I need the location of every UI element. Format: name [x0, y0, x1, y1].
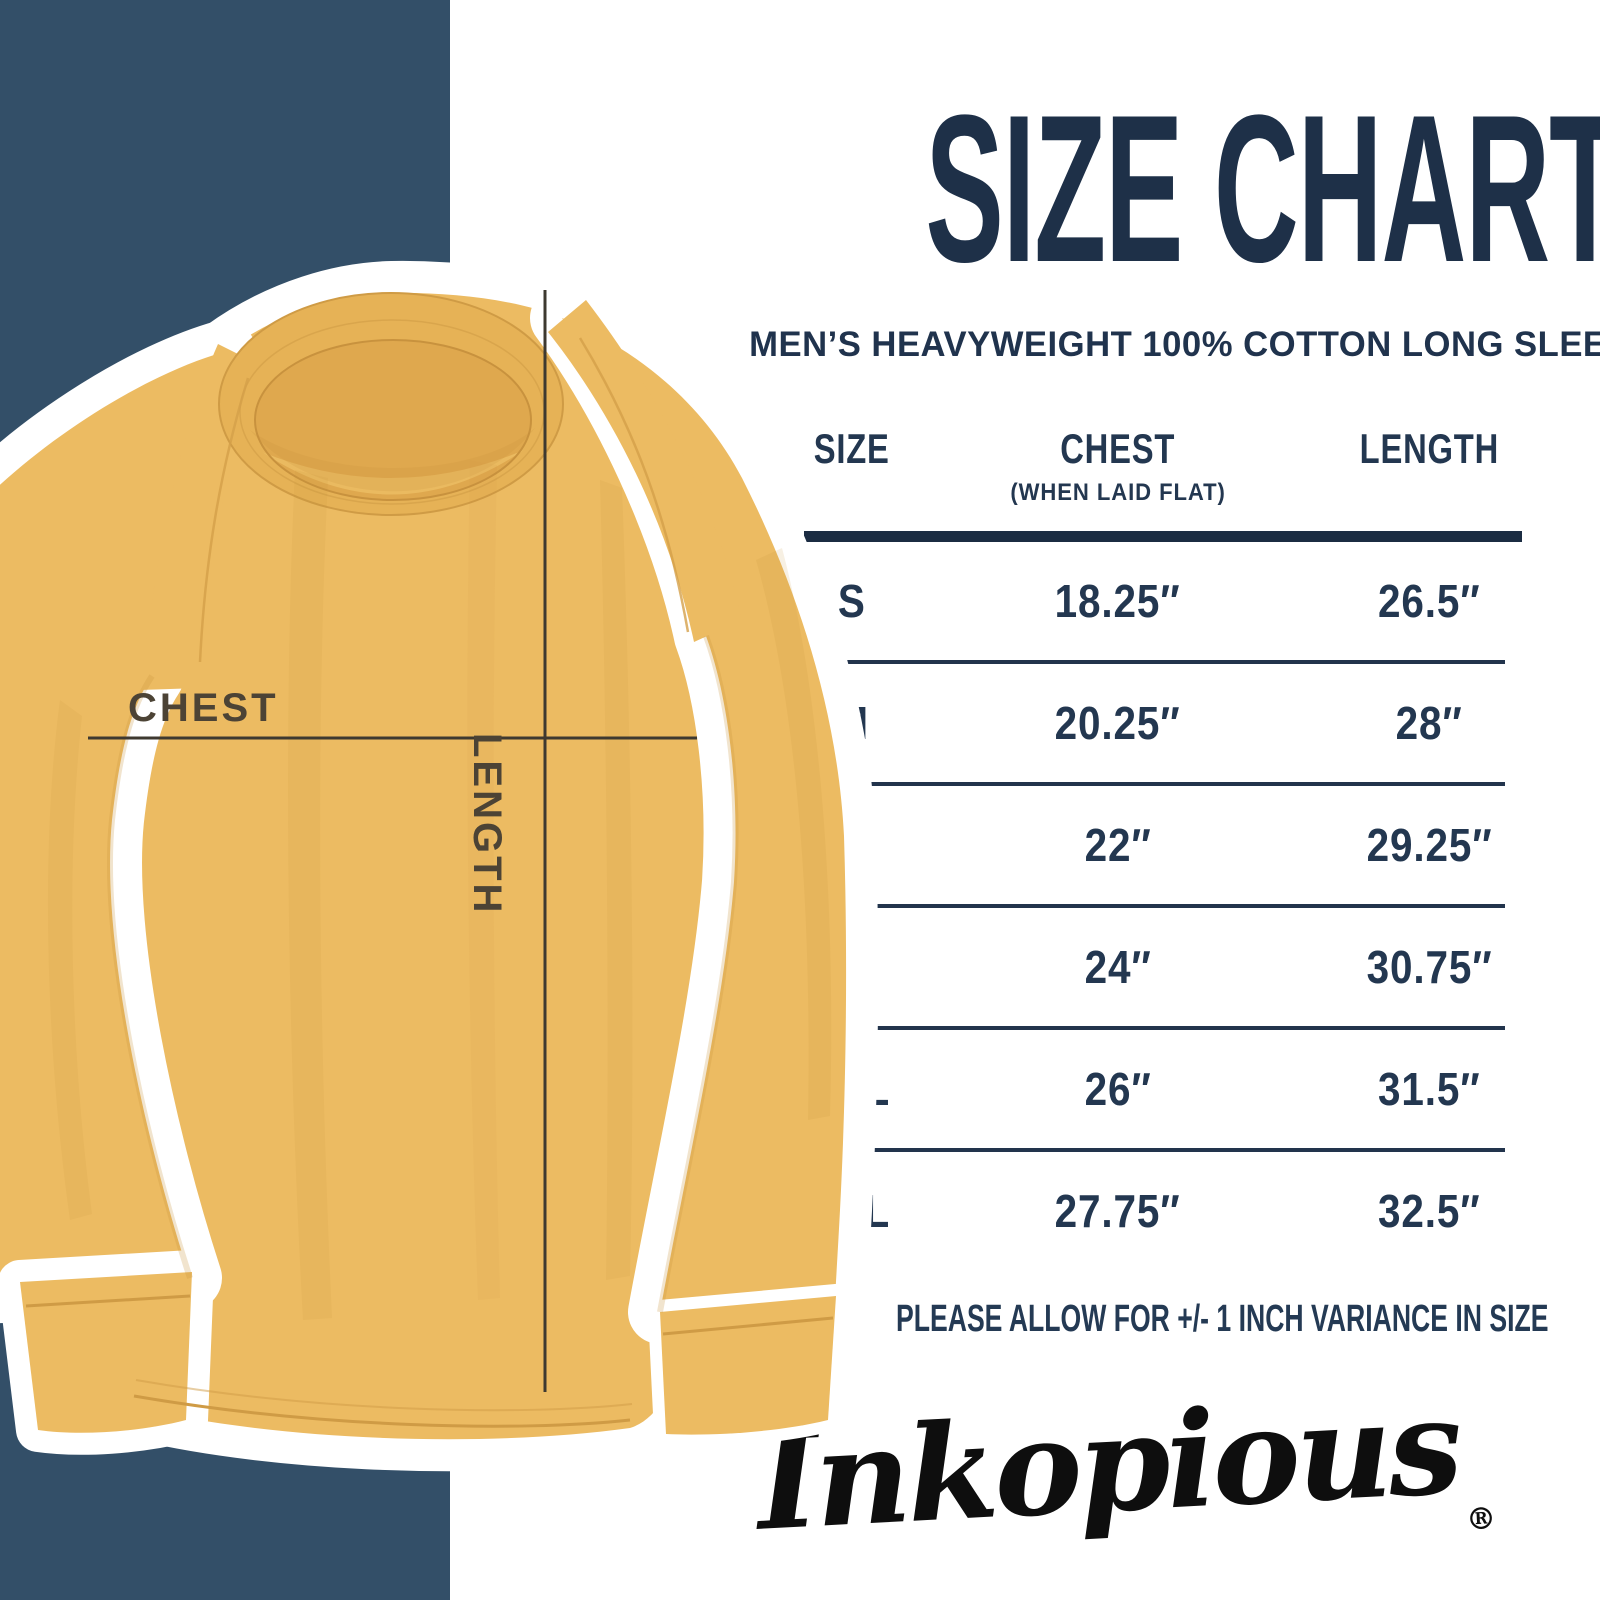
table-row: S 18.25″ 26.5″ [753, 542, 1573, 660]
sleeve-edge-shadow [107, 674, 193, 1279]
column-header-size: SIZE [813, 425, 890, 473]
page-title: SIZE CHART [925, 71, 1600, 306]
fold-shadow [756, 548, 832, 1120]
length-measure-label: LENGTH [465, 733, 509, 916]
sleeve-edge-shadow [657, 634, 739, 1313]
product-subtitle: MEN’S HEAVYWEIGHT 100% COTTON LONG SLEEV… [749, 325, 1600, 365]
length-cell: 30.75″ [1366, 941, 1493, 994]
table-rule [821, 660, 1505, 665]
hem-stitch [133, 1394, 631, 1428]
shirt-left-cuff [0, 1250, 214, 1455]
length-cell: 32.5″ [1378, 1185, 1481, 1238]
size-cell: S [837, 575, 866, 628]
chest-cell: 22″ [1084, 819, 1152, 872]
right-armhole-seam [578, 337, 690, 633]
length-cell: 28″ [1395, 697, 1464, 750]
table-rule [821, 782, 1505, 787]
table-header-row: SIZE CHEST (WHEN LAID FLAT) LENGTH [753, 425, 1573, 507]
collar-inner-opening [255, 340, 531, 500]
table-rule [821, 1026, 1505, 1031]
fold-shadow [600, 480, 633, 1280]
length-cell: 26.5″ [1378, 575, 1481, 628]
table-rule-header [804, 531, 1522, 543]
variance-note: PLEASE ALLOW FOR +/- 1 INCH VARIANCE IN … [896, 1298, 1549, 1341]
collar-outer-stitch [218, 292, 564, 516]
chest-cell: 26″ [1084, 1063, 1152, 1116]
chest-cell: 27.75″ [1054, 1185, 1181, 1238]
fold-shadow [467, 460, 500, 1300]
shirt-right-sleeve [530, 286, 879, 1344]
fold-shadow [47, 700, 92, 1220]
collar-inner-highlight [262, 450, 524, 495]
right-cuff-joint [662, 1298, 834, 1338]
chest-cell: 20.25″ [1054, 697, 1181, 750]
chest-subnote: (WHEN LAID FLAT) [1010, 479, 1226, 507]
registered-trademark-icon: ® [1465, 1501, 1497, 1538]
collar-inner-stitch [254, 339, 532, 501]
column-header-length: LENGTH [1359, 425, 1500, 473]
left-armhole-seam [198, 377, 250, 663]
chest-cell: 18.25″ [1054, 575, 1181, 628]
chest-measure-label: CHEST [128, 686, 279, 730]
cuff-seam [25, 1294, 191, 1308]
length-cell: 31.5″ [1378, 1063, 1481, 1116]
length-cell: 29.25″ [1366, 819, 1493, 872]
fold-shadow [288, 470, 332, 1320]
hem-stitch [135, 1379, 633, 1412]
long-sleeve-shirt-graphic [0, 286, 879, 1455]
under-collar-shadow [250, 428, 535, 492]
size-chart-panel: SIZE CHART MEN’S HEAVYWEIGHT 100% COTTON… [745, 0, 1600, 1561]
table-rule [821, 904, 1505, 909]
chest-cell: 24″ [1084, 941, 1152, 994]
column-header-chest: CHEST (WHEN LAID FLAT) [950, 425, 1286, 507]
shirt-illustration [0, 286, 879, 1455]
table-rule [821, 1148, 1505, 1153]
cuff-seam [662, 1316, 834, 1336]
